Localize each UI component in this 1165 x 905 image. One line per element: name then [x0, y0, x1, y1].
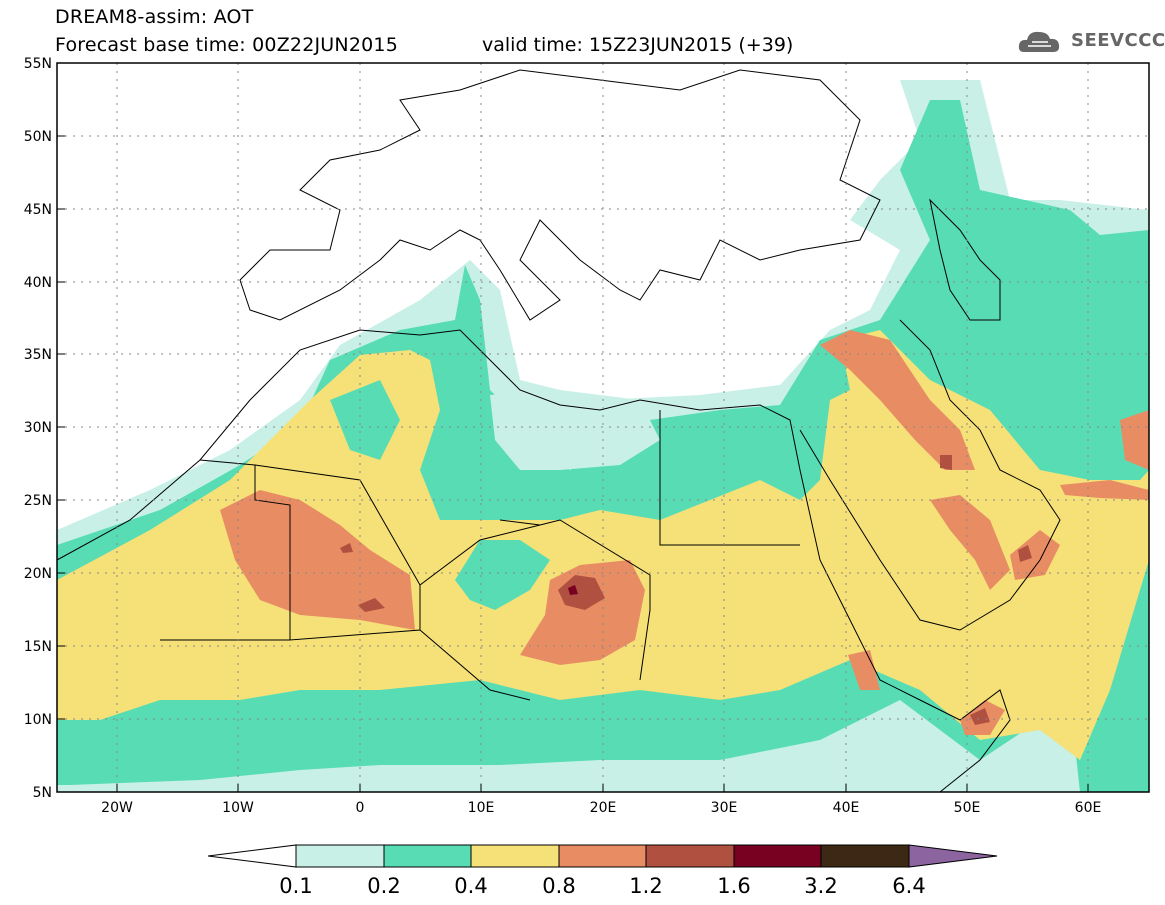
lon-label: 20E	[590, 800, 617, 816]
colorbar-box-6	[733, 844, 822, 868]
colorbar-label: 1.2	[629, 874, 662, 898]
lon-label: 10E	[468, 800, 495, 816]
colorbar	[207, 844, 998, 868]
map-title: DREAM8-assim: AOT	[55, 6, 254, 28]
tick-marks	[57, 62, 1089, 793]
aot-band-0.8-oman	[1010, 530, 1060, 580]
colorbar-box-2	[383, 844, 472, 868]
colorbar-box-3	[470, 844, 560, 868]
lat-label: 25N	[24, 493, 52, 509]
colorbar-box-1	[295, 844, 385, 868]
lat-label: 30N	[24, 420, 52, 436]
aot-band-0.8-eritrea	[848, 650, 880, 690]
lat-label: 45N	[24, 202, 52, 218]
lat-label: 20N	[24, 566, 52, 582]
graticule	[57, 63, 1149, 792]
lon-label: 30E	[711, 800, 738, 816]
aot-band-0.8-iran	[1060, 480, 1149, 500]
colorbar-under	[207, 844, 297, 868]
lon-labels: 20W 10W 0 10E 20E 30E 40E 50E 60E	[101, 800, 1101, 816]
colorbar-label: 0.8	[542, 874, 575, 898]
lat-label: 35N	[24, 347, 52, 363]
lon-label: 10W	[222, 800, 254, 816]
aot-band-1.2-saudi	[1018, 545, 1032, 562]
colorbar-label: 1.6	[717, 874, 750, 898]
lat-label: 50N	[24, 129, 52, 145]
lon-label: 60E	[1075, 800, 1102, 816]
colorbar-box-5	[645, 844, 735, 868]
colorbar-label: 0.1	[279, 874, 312, 898]
aot-band-1.6-chad	[568, 585, 578, 595]
aot-band-1.2-algeria	[340, 543, 353, 553]
cloud-icon	[1018, 31, 1060, 52]
lat-label: 15N	[24, 639, 52, 655]
colorbar-over	[908, 844, 998, 868]
lat-label: 10N	[24, 712, 52, 728]
lat-label: 5N	[33, 785, 52, 801]
valid-time: valid time: 15Z23JUN2015 (+39)	[482, 34, 794, 56]
colorbar-label: 0.4	[454, 874, 487, 898]
aot-teal-sahara	[330, 380, 400, 460]
lat-label: 40N	[24, 275, 52, 291]
aot-low-libya	[490, 390, 660, 470]
lon-label: 40E	[833, 800, 860, 816]
colorbar-label: 0.2	[367, 874, 400, 898]
lat-label: 55N	[24, 56, 52, 72]
colorbar-labels: 0.1 0.2 0.4 0.8 1.2 1.6 3.2 6.4	[279, 874, 925, 898]
africa-coast	[57, 329, 1011, 792]
aot-band-0.8-chad	[520, 560, 645, 665]
colorbar-label: 6.4	[892, 874, 925, 898]
lat-labels: 55N 50N 45N 40N 35N 30N 25N 20N 15N 10N …	[24, 56, 52, 801]
aot-teal-chad	[455, 540, 550, 610]
aot-band-0.8-arabia	[930, 495, 1010, 590]
aot-band-1.2-iraq	[940, 455, 952, 470]
aot-band-1.2-somalia	[970, 708, 990, 725]
arabia-coast	[799, 319, 1061, 631]
lon-label: 50E	[954, 800, 981, 816]
aot-band-0.8-iraq	[820, 330, 975, 470]
europe-coast	[239, 69, 881, 321]
lon-label: 20W	[101, 800, 133, 816]
lon-label: 0	[356, 800, 365, 816]
aot-band-0.8-pakistan	[1120, 410, 1149, 470]
colorbar-box-4	[558, 844, 647, 868]
colorbar-label: 3.2	[804, 874, 837, 898]
aot-band-1.2-chad	[558, 575, 605, 610]
coastlines	[57, 69, 1061, 792]
forecast-base-time: Forecast base time: 00Z22JUN2015	[55, 34, 398, 56]
aot-band-0.8-mauritania	[220, 490, 415, 630]
logo-text: SEEVCCC	[1071, 30, 1165, 51]
african-borders	[160, 410, 800, 701]
aot-band-1.2-mali	[358, 598, 385, 612]
colorbar-box-7	[820, 844, 910, 868]
